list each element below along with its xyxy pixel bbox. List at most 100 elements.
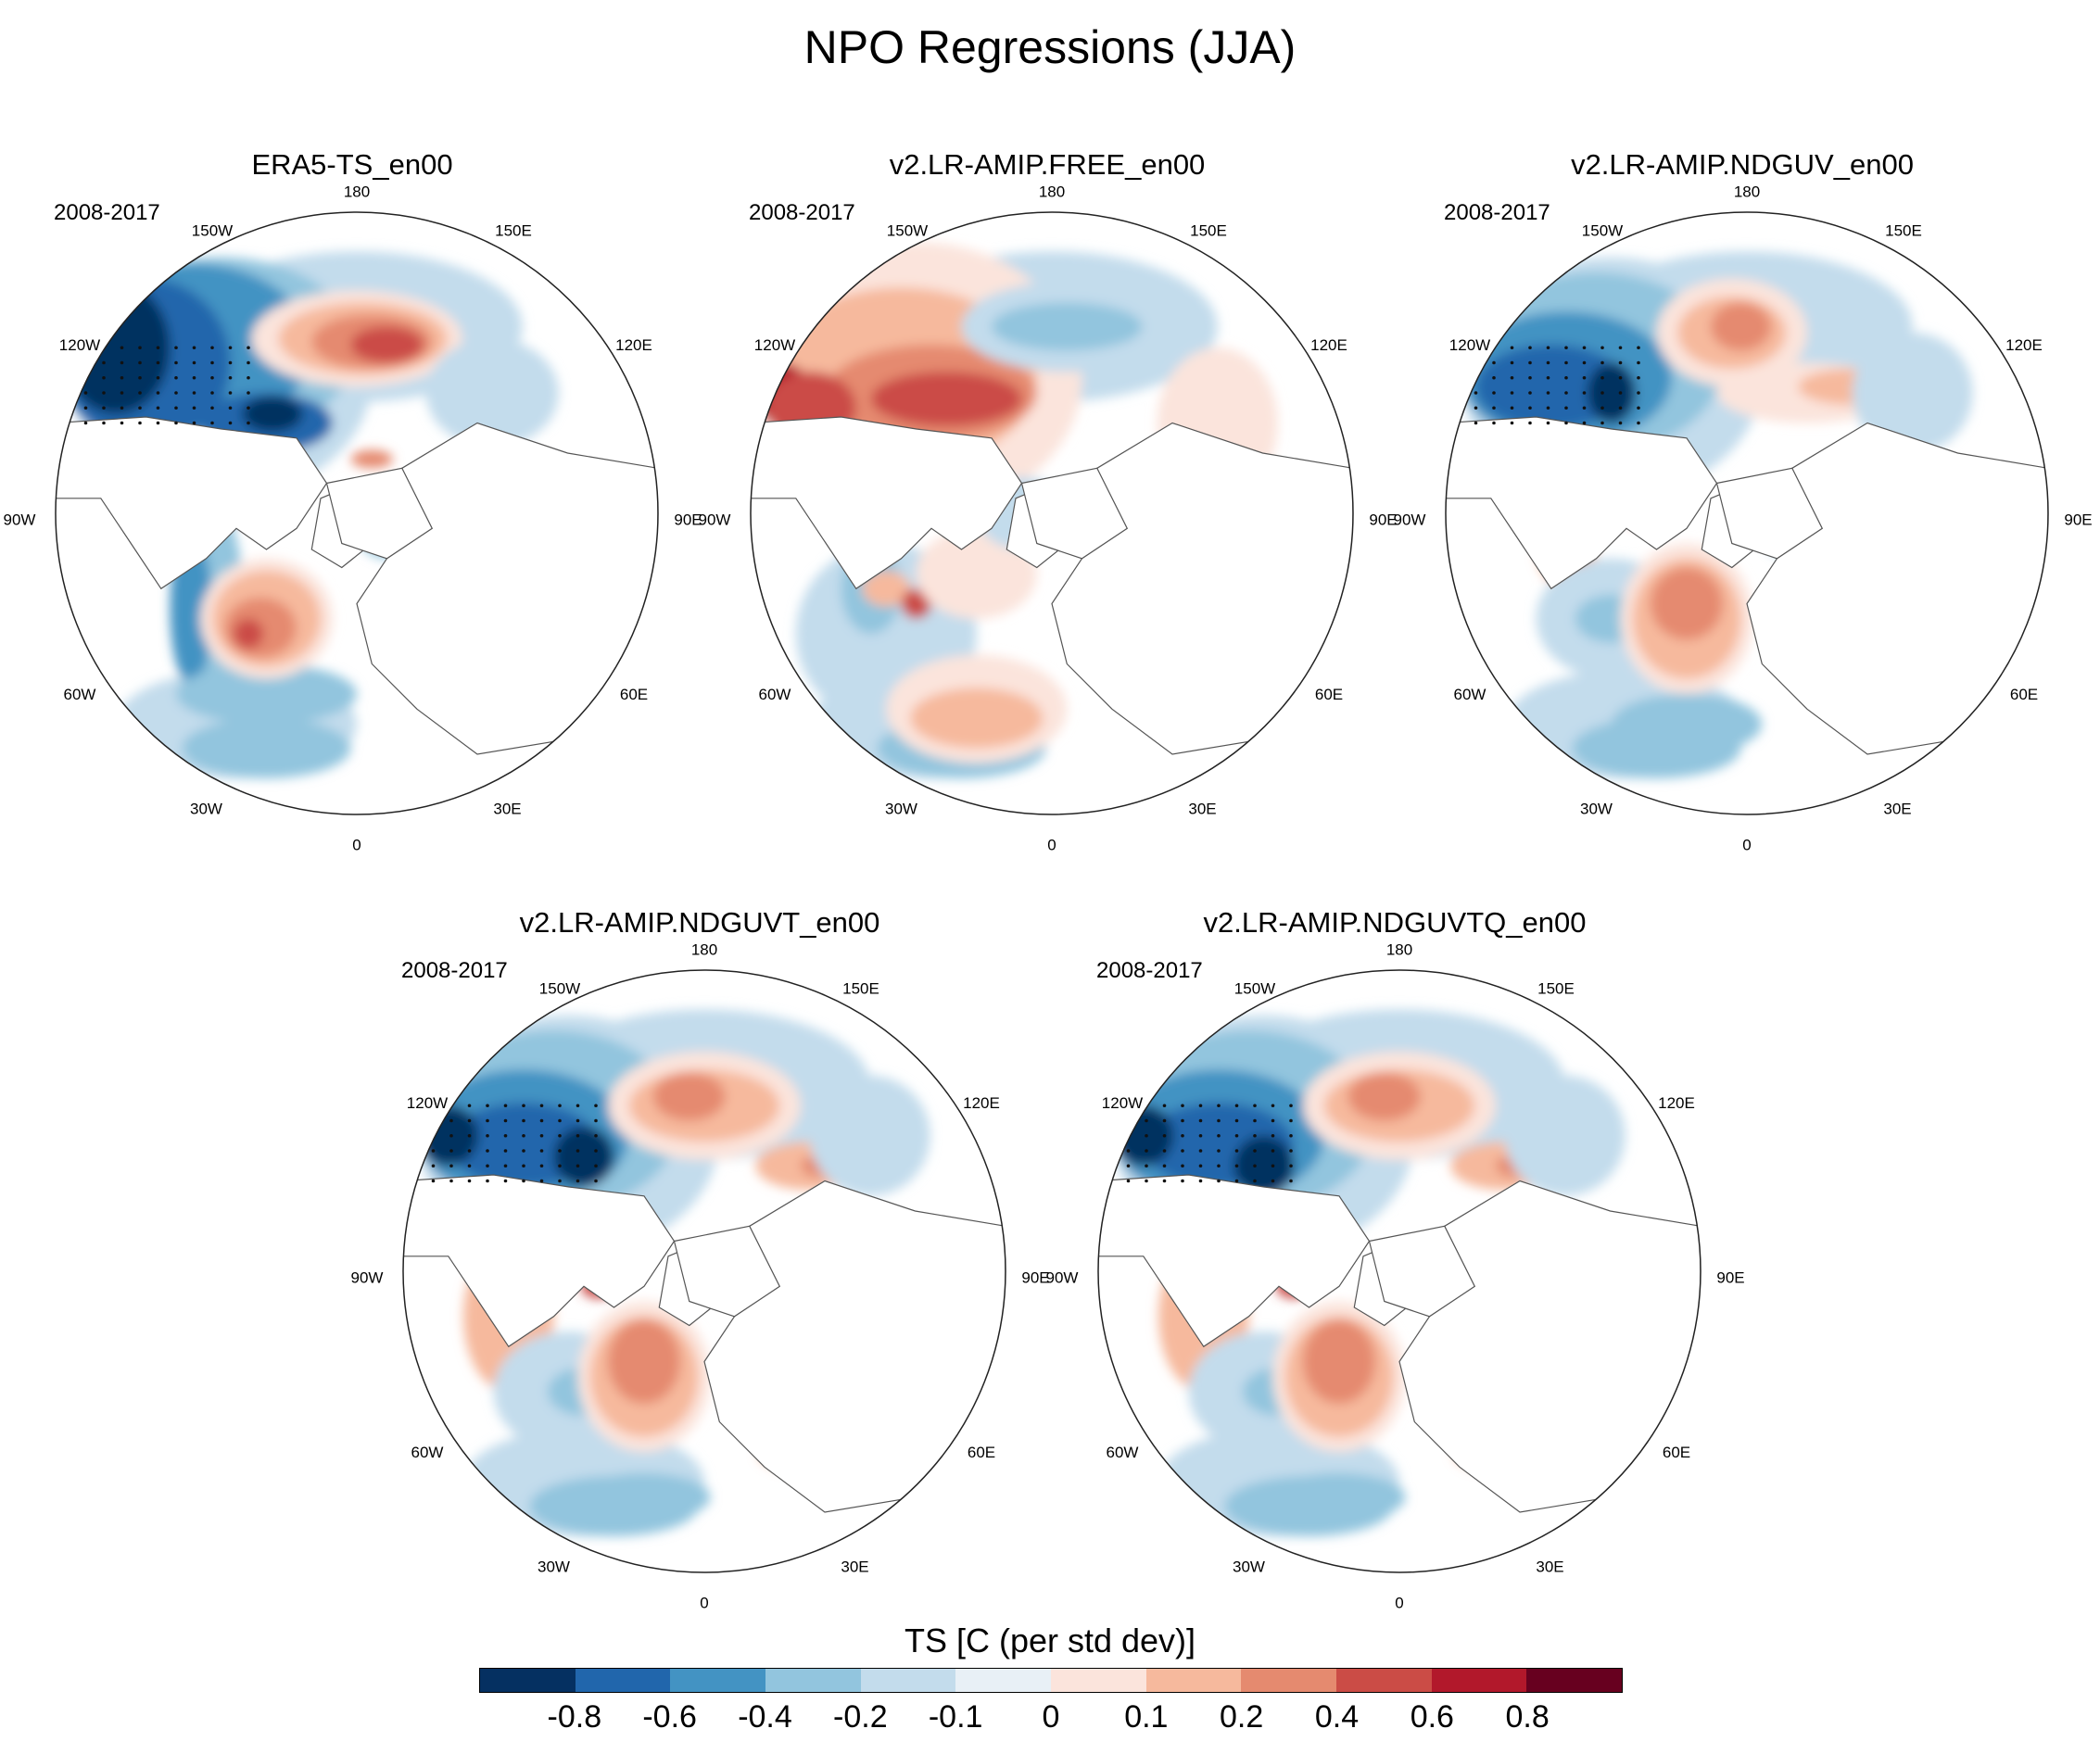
longitude-label: 120E bbox=[615, 336, 652, 354]
stipple-dot bbox=[1234, 1149, 1239, 1153]
longitude-label: 180 bbox=[1734, 183, 1760, 200]
stipple-dot bbox=[192, 375, 196, 380]
stipple-dot bbox=[1474, 391, 1478, 395]
stipple-dot bbox=[1234, 1179, 1239, 1183]
stipple-dot bbox=[1528, 346, 1532, 350]
stipple-dot bbox=[210, 346, 214, 350]
anomaly-blob bbox=[871, 372, 1022, 426]
polar-map: 180 150W 150E 120W 120E 90W 90E 60W 60E 30W 30E 0 bbox=[1394, 183, 2093, 854]
panel-title: v2.LR-AMIP.NDGUV_en00 bbox=[1571, 148, 1914, 181]
anomaly-blob bbox=[1504, 1075, 1626, 1196]
stipple-dot bbox=[1145, 1133, 1148, 1138]
longitude-label: 150E bbox=[495, 222, 532, 240]
longitude-label: 60W bbox=[1107, 1444, 1139, 1461]
stipple-dot bbox=[486, 1149, 489, 1153]
stipple-dot bbox=[1253, 1164, 1257, 1168]
stipple-dot bbox=[1564, 346, 1568, 350]
stipple-dot bbox=[1474, 360, 1478, 365]
longitude-label: 150W bbox=[1234, 980, 1275, 998]
stipple-dot bbox=[449, 1133, 453, 1138]
longitude-label: 60W bbox=[64, 686, 96, 703]
stipple-dot bbox=[1289, 1104, 1293, 1108]
stipple-dot bbox=[539, 1149, 544, 1153]
colorbar-cell bbox=[1051, 1669, 1146, 1692]
longitude-label: 30E bbox=[1883, 801, 1911, 818]
longitude-label: 120W bbox=[59, 336, 100, 354]
stipple-dot bbox=[1600, 406, 1604, 410]
stipple-dot bbox=[594, 1179, 598, 1183]
stipple-dot bbox=[210, 375, 214, 380]
stipple-dot bbox=[228, 406, 233, 410]
stipple-dot bbox=[1198, 1118, 1203, 1123]
longitude-label: 0 bbox=[700, 1595, 708, 1612]
colorbar-tick-label: -0.8 bbox=[547, 1699, 602, 1735]
stipple-dot bbox=[1618, 346, 1623, 350]
stipple-dot bbox=[247, 360, 250, 365]
stipple-dot bbox=[1253, 1149, 1257, 1153]
stipple-dot bbox=[83, 391, 88, 395]
stipple-dot bbox=[1253, 1104, 1257, 1108]
stipple-dot bbox=[1217, 1179, 1221, 1183]
stipple-dot bbox=[156, 391, 160, 395]
longitude-label: 60W bbox=[1454, 686, 1486, 703]
stipple-dot bbox=[1289, 1179, 1293, 1183]
stipple-dot bbox=[247, 375, 250, 380]
map-border bbox=[402, 969, 1006, 1573]
longitude-label: 60E bbox=[620, 686, 648, 703]
stipple-dot bbox=[1582, 391, 1587, 395]
anomaly-blob bbox=[553, 1127, 614, 1187]
colorbar-tick-label: 0.1 bbox=[1124, 1699, 1169, 1735]
stipple-dot bbox=[594, 1149, 598, 1153]
longitude-label: 60E bbox=[1663, 1444, 1690, 1461]
map-panel-free: v2.LR-AMIP.FREE_en00 2008-2017 180 150W 15… bbox=[699, 148, 1398, 854]
anomaly-blob bbox=[652, 1072, 726, 1121]
longitude-label: 120E bbox=[1658, 1094, 1695, 1112]
stipple-dot bbox=[120, 391, 124, 395]
colorbar-tick-label: 0.6 bbox=[1410, 1699, 1454, 1735]
anomaly-blob bbox=[1587, 362, 1636, 423]
map-border bbox=[55, 211, 659, 815]
stipple-dot bbox=[174, 406, 178, 410]
stipple-dot bbox=[1162, 1179, 1167, 1183]
stipple-dot bbox=[192, 406, 196, 410]
stipple-dot bbox=[228, 421, 233, 425]
stipple-dot bbox=[102, 406, 106, 410]
anomaly-blob bbox=[862, 570, 911, 607]
stipple-dot bbox=[1582, 421, 1587, 425]
stipple-dot bbox=[522, 1179, 525, 1183]
stipple-dot bbox=[1126, 1164, 1131, 1168]
stipple-dot bbox=[1618, 360, 1623, 365]
longitude-label: 180 bbox=[691, 940, 717, 958]
land-mask bbox=[751, 416, 1023, 590]
colorbar-cell bbox=[1431, 1669, 1527, 1692]
longitude-label: 0 bbox=[1742, 837, 1751, 854]
stipple-dot bbox=[503, 1164, 508, 1168]
stipple-dot bbox=[156, 421, 160, 425]
stipple-dot bbox=[1181, 1179, 1184, 1183]
colorbar-tick-label: -0.1 bbox=[928, 1699, 983, 1735]
stipple-dot bbox=[1289, 1133, 1293, 1138]
stipple-dot bbox=[1546, 375, 1550, 380]
period-label: 2008-2017 bbox=[401, 958, 508, 983]
stipple-dot bbox=[156, 375, 160, 380]
stipple-dot bbox=[1564, 406, 1568, 410]
longitude-label: 150W bbox=[192, 222, 233, 240]
stipple-dot bbox=[192, 360, 196, 365]
stipple-dot bbox=[558, 1179, 562, 1183]
stipple-dot bbox=[1492, 421, 1496, 425]
colorbar-cell bbox=[765, 1669, 861, 1692]
stipple-dot bbox=[503, 1179, 508, 1183]
colorbar-cell bbox=[1526, 1669, 1623, 1692]
map-panel-ndguvt: v2.LR-AMIP.NDGUVT_en00 2008-2017 180 150W… bbox=[351, 906, 1050, 1612]
anomaly-blob bbox=[1347, 1072, 1421, 1121]
stipple-dot bbox=[1234, 1118, 1239, 1123]
stipple-dot bbox=[1289, 1149, 1293, 1153]
stipple-dot bbox=[1492, 406, 1496, 410]
stipple-dot bbox=[1582, 360, 1587, 365]
stipple-dot bbox=[174, 391, 178, 395]
stipple-dot bbox=[1253, 1179, 1257, 1183]
stipple-dot bbox=[1510, 360, 1514, 365]
stipple-dot bbox=[558, 1118, 562, 1123]
stipple-dot bbox=[1234, 1104, 1239, 1108]
stipple-dot bbox=[1289, 1164, 1293, 1168]
